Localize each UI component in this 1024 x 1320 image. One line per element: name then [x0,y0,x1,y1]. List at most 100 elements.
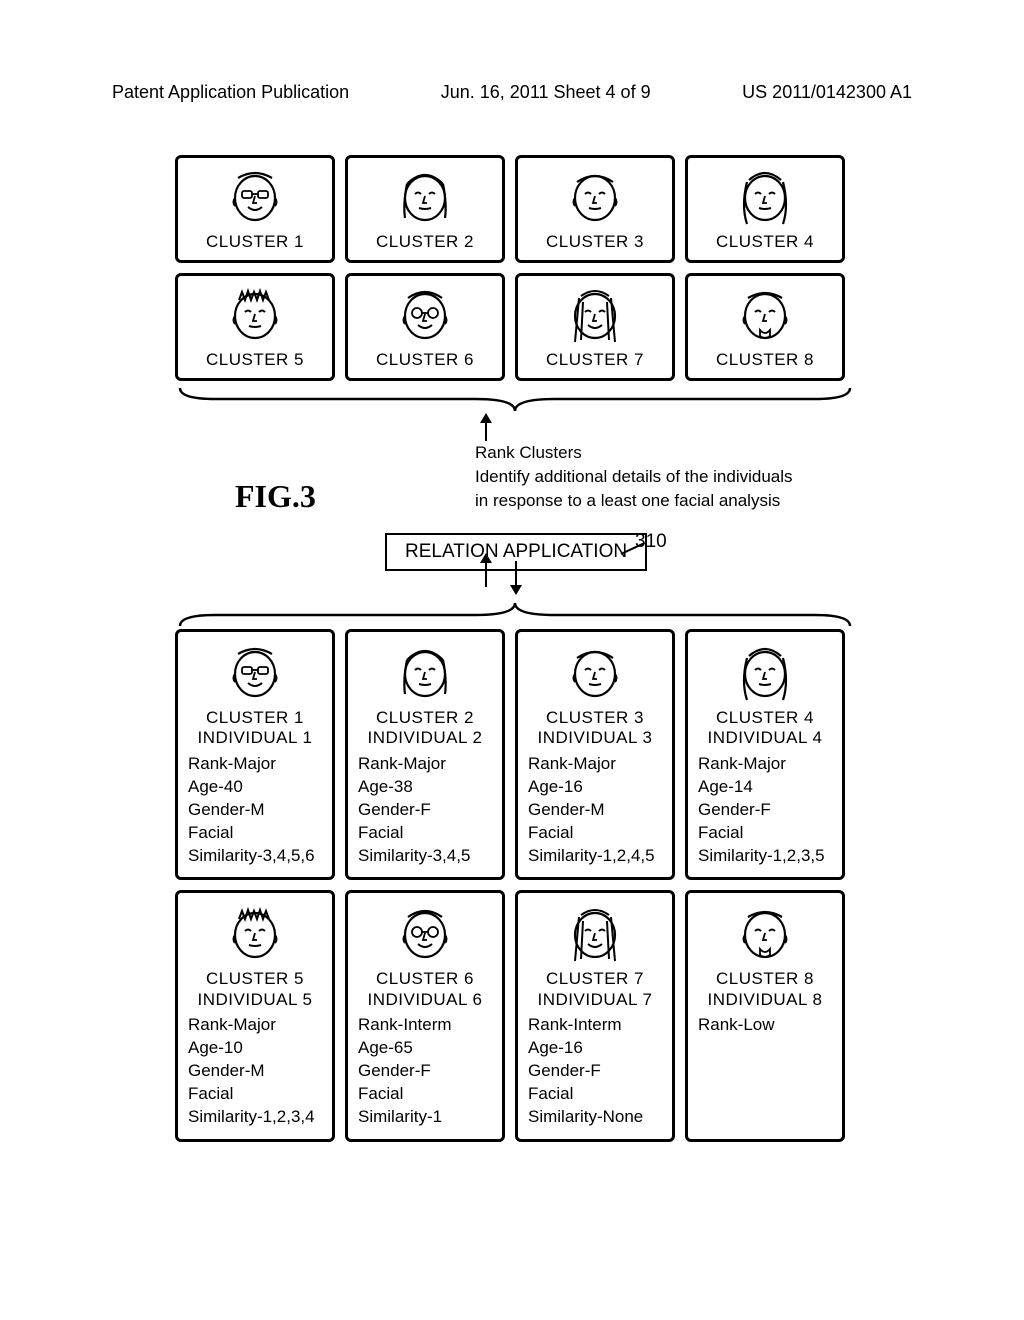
attr-line: Age-14 [698,776,832,799]
face-icon [733,282,797,346]
cluster-cell: CLUSTER 8 [685,273,845,381]
cluster-label: CLUSTER 8 [698,969,832,989]
attr-line: Facial [358,1083,492,1106]
attr-line: Similarity-1 [358,1106,492,1129]
arrow-down-icon [515,561,517,587]
cluster-label: CLUSTER 1 [206,232,304,252]
attrs-block: Rank-IntermAge-16Gender-FFacialSimilarit… [528,1014,662,1129]
cluster-detail-cell: CLUSTER 3 INDIVIDUAL 3 Rank-MajorAge-16G… [515,629,675,880]
face-icon [358,640,492,704]
individual-label: INDIVIDUAL 4 [698,728,832,748]
cluster-label: CLUSTER 4 [698,708,832,728]
attr-line: Age-40 [188,776,322,799]
cluster-cell: CLUSTER 6 [345,273,505,381]
cluster-cell: CLUSTER 4 [685,155,845,263]
face-icon [698,901,832,965]
attr-line: Rank-Major [698,753,832,776]
cluster-detail-cell: CLUSTER 7 INDIVIDUAL 7 Rank-IntermAge-16… [515,890,675,1141]
cluster-detail-cell: CLUSTER 8 INDIVIDUAL 8 Rank-Low [685,890,845,1141]
bottom-cluster-grid: CLUSTER 1 INDIVIDUAL 1 Rank-MajorAge-40G… [175,629,855,1142]
face-icon [358,901,492,965]
cluster-label: CLUSTER 3 [546,232,644,252]
attr-line: Similarity-1,2,4,5 [528,845,662,868]
cluster-label: CLUSTER 8 [716,350,814,370]
attr-line: Age-65 [358,1037,492,1060]
attr-line: Rank-Interm [358,1014,492,1037]
brace-top [175,385,855,415]
cluster-detail-cell: CLUSTER 6 INDIVIDUAL 6 Rank-IntermAge-65… [345,890,505,1141]
attr-line: Similarity-3,4,5 [358,845,492,868]
face-icon [393,282,457,346]
attrs-block: Rank-MajorAge-10Gender-MFacialSimilarity… [188,1014,322,1129]
reference-number-310: 310 [635,531,667,553]
face-icon [528,640,662,704]
mid-description: Rank Clusters Identify additional detail… [475,441,845,512]
attr-line: Facial [528,822,662,845]
attr-line: Rank-Major [188,753,322,776]
cluster-detail-cell: CLUSTER 2 INDIVIDUAL 2 Rank-MajorAge-38G… [345,629,505,880]
attr-line: Gender-M [188,799,322,822]
attr-line: Gender-F [528,1060,662,1083]
mid-line2: Identify additional details of the indiv… [475,465,845,489]
header-mid: Jun. 16, 2011 Sheet 4 of 9 [441,82,651,103]
figure-label: FIG.3 [235,478,316,515]
attr-line: Similarity-3,4,5,6 [188,845,322,868]
header-right: US 2011/0142300 A1 [742,82,912,103]
attr-line: Gender-M [528,799,662,822]
attrs-block: Rank-Low [698,1014,832,1037]
attr-line: Gender-F [358,1060,492,1083]
face-icon [563,164,627,228]
cluster-label: CLUSTER 5 [206,350,304,370]
face-icon [698,640,832,704]
attr-line: Age-38 [358,776,492,799]
cluster-cell: CLUSTER 2 [345,155,505,263]
cluster-cell: CLUSTER 3 [515,155,675,263]
face-icon [733,164,797,228]
attr-line: Age-10 [188,1037,322,1060]
attr-line: Facial [188,822,322,845]
attr-line: Age-16 [528,1037,662,1060]
individual-label: INDIVIDUAL 8 [698,990,832,1010]
mid-section: FIG.3 Rank Clusters Identify additional … [175,423,855,593]
attr-line: Rank-Interm [528,1014,662,1037]
cluster-detail-cell: CLUSTER 5 INDIVIDUAL 5 Rank-MajorAge-10G… [175,890,335,1141]
cluster-label: CLUSTER 7 [546,350,644,370]
cluster-label: CLUSTER 6 [358,969,492,989]
face-icon [528,901,662,965]
cluster-label: CLUSTER 5 [188,969,322,989]
attr-line: Facial [698,822,832,845]
attr-line: Rank-Major [188,1014,322,1037]
arrow-up2-icon [485,561,487,587]
cluster-label: CLUSTER 4 [716,232,814,252]
face-icon [223,282,287,346]
attr-line: Rank-Major [358,753,492,776]
attr-line: Facial [358,822,492,845]
attr-line: Gender-M [188,1060,322,1083]
cluster-cell: CLUSTER 1 [175,155,335,263]
individual-label: INDIVIDUAL 2 [358,728,492,748]
attrs-block: Rank-MajorAge-14Gender-FFacialSimilarity… [698,753,832,868]
attrs-block: Rank-MajorAge-38Gender-FFacialSimilarity… [358,753,492,868]
attr-line: Facial [188,1083,322,1106]
cluster-detail-cell: CLUSTER 1 INDIVIDUAL 1 Rank-MajorAge-40G… [175,629,335,880]
mid-line1: Rank Clusters [475,441,845,465]
individual-label: INDIVIDUAL 6 [358,990,492,1010]
face-icon [223,164,287,228]
cluster-label: CLUSTER 3 [528,708,662,728]
cluster-label: CLUSTER 2 [358,708,492,728]
attrs-block: Rank-MajorAge-40Gender-MFacialSimilarity… [188,753,322,868]
face-icon [393,164,457,228]
cluster-label: CLUSTER 2 [376,232,474,252]
attr-line: Rank-Low [698,1014,832,1037]
cluster-cell: CLUSTER 7 [515,273,675,381]
face-icon [188,901,322,965]
arrow-up-icon [485,421,487,441]
attr-line: Similarity-1,2,3,4 [188,1106,322,1129]
attr-line: Similarity-1,2,3,5 [698,845,832,868]
cluster-label: CLUSTER 1 [188,708,322,728]
attr-line: Gender-F [698,799,832,822]
cluster-label: CLUSTER 6 [376,350,474,370]
attr-line: Age-16 [528,776,662,799]
face-icon [563,282,627,346]
attr-line: Similarity-None [528,1106,662,1129]
